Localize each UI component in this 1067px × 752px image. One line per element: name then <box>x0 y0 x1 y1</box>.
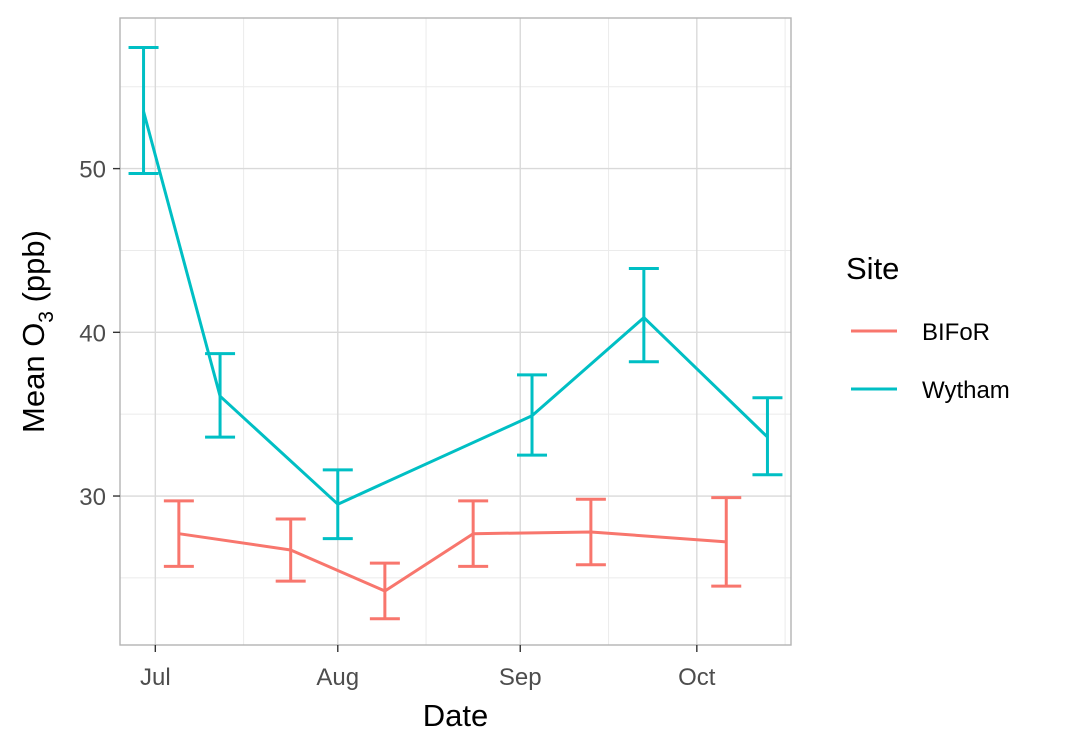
y-axis-title-suffix: (ppb) <box>16 230 51 311</box>
series-layer <box>128 45 783 621</box>
x-tick-label: Oct <box>678 664 716 691</box>
y-axis-ticks: 30 40 50 <box>79 157 120 511</box>
x-tick-label: Sep <box>499 664 542 691</box>
y-tick-label: 30 <box>79 484 106 511</box>
legend-title: Site <box>846 251 899 286</box>
panel-border <box>119 17 792 646</box>
y-axis-title-subscript: 3 <box>35 311 58 323</box>
x-axis-title: Date <box>423 698 488 733</box>
x-tick-label: Jul <box>140 664 171 691</box>
series-bifor <box>163 496 742 621</box>
series-wytham <box>128 45 783 541</box>
legend: Site BIFoR Wytham <box>846 251 1010 404</box>
legend-item-bifor: BIFoR <box>851 319 990 346</box>
y-axis-title-prefix: Mean O <box>16 323 51 433</box>
series-line <box>142 110 769 506</box>
legend-label: Wytham <box>922 377 1010 404</box>
x-axis-ticks: Jul Aug Sep Oct <box>140 645 716 691</box>
x-tick-label: Aug <box>316 664 359 691</box>
y-axis-title: Mean O3 (ppb) <box>16 230 58 433</box>
y-tick-label: 40 <box>79 320 106 347</box>
legend-label: BIFoR <box>922 319 990 346</box>
error-bar <box>163 499 194 568</box>
legend-items: BIFoR Wytham <box>851 319 1010 404</box>
major-gridlines <box>120 18 791 645</box>
series-line <box>178 530 727 593</box>
minor-gridlines <box>120 18 791 645</box>
legend-item-wytham: Wytham <box>851 377 1010 404</box>
y-tick-label: 50 <box>79 157 106 184</box>
error-bar <box>628 266 659 364</box>
error-bar <box>128 45 159 176</box>
